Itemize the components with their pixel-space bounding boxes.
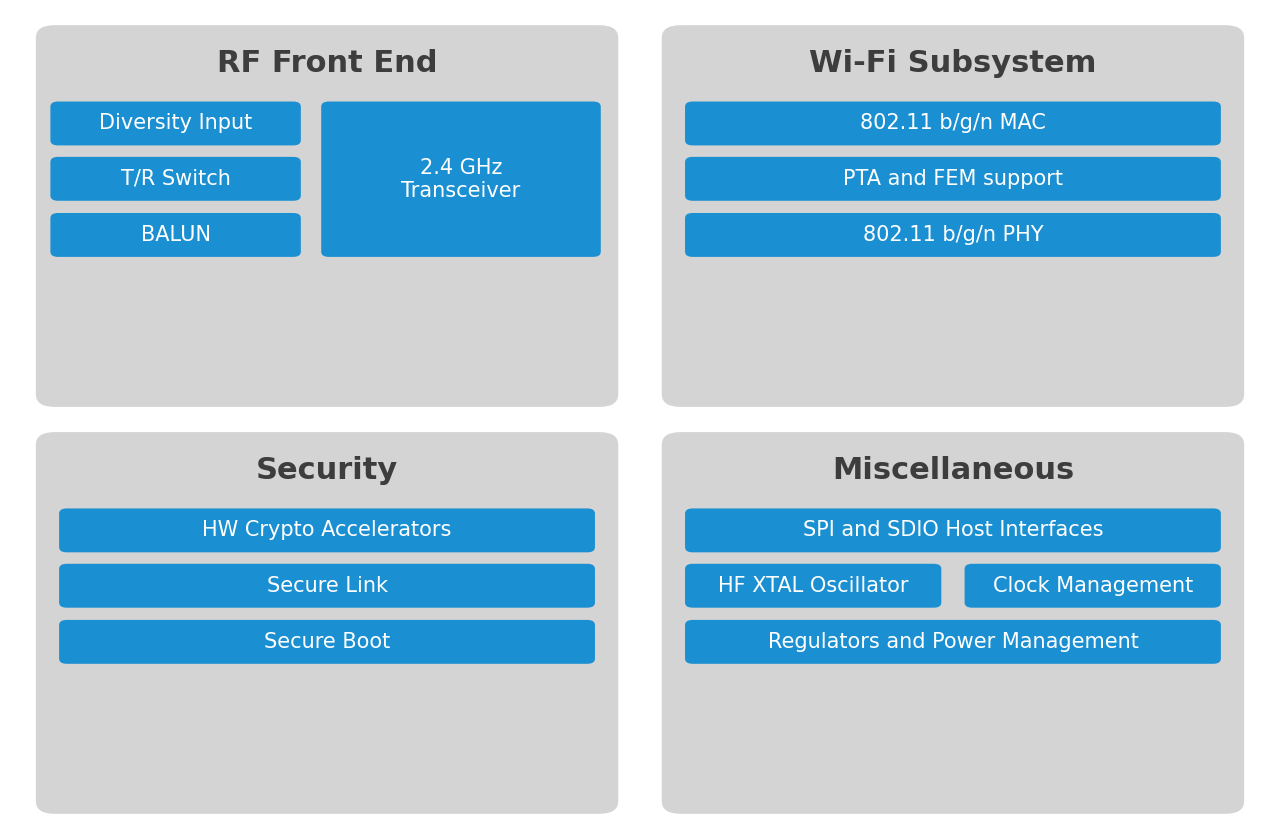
FancyBboxPatch shape (685, 508, 1221, 552)
FancyBboxPatch shape (50, 157, 301, 201)
Text: 802.11 b/g/n MAC: 802.11 b/g/n MAC (860, 113, 1046, 133)
Text: RF Front End: RF Front End (216, 49, 438, 78)
FancyBboxPatch shape (685, 564, 941, 607)
FancyBboxPatch shape (36, 432, 618, 814)
Text: HF XTAL Oscillator: HF XTAL Oscillator (718, 576, 909, 596)
Text: 2.4 GHz
Transceiver: 2.4 GHz Transceiver (402, 158, 521, 201)
FancyBboxPatch shape (59, 564, 595, 607)
FancyBboxPatch shape (662, 25, 1244, 407)
Text: SPI and SDIO Host Interfaces: SPI and SDIO Host Interfaces (803, 520, 1103, 540)
FancyBboxPatch shape (50, 213, 301, 257)
FancyBboxPatch shape (36, 25, 618, 407)
FancyBboxPatch shape (685, 620, 1221, 664)
FancyBboxPatch shape (685, 102, 1221, 145)
Text: Diversity Input: Diversity Input (99, 113, 252, 133)
Text: Security: Security (256, 456, 398, 485)
FancyBboxPatch shape (662, 432, 1244, 814)
FancyBboxPatch shape (59, 508, 595, 552)
Text: Wi-Fi Subsystem: Wi-Fi Subsystem (809, 49, 1097, 78)
Text: 802.11 b/g/n PHY: 802.11 b/g/n PHY (863, 225, 1043, 245)
Text: Miscellaneous: Miscellaneous (832, 456, 1074, 485)
FancyBboxPatch shape (50, 102, 301, 145)
FancyBboxPatch shape (321, 102, 600, 257)
Text: BALUN: BALUN (141, 225, 211, 245)
FancyBboxPatch shape (965, 564, 1221, 607)
Text: Secure Boot: Secure Boot (264, 632, 390, 652)
FancyBboxPatch shape (685, 213, 1221, 257)
Text: PTA and FEM support: PTA and FEM support (844, 169, 1062, 189)
Text: Clock Management: Clock Management (992, 576, 1193, 596)
Text: Secure Link: Secure Link (266, 576, 388, 596)
Text: T/R Switch: T/R Switch (120, 169, 230, 189)
FancyBboxPatch shape (59, 620, 595, 664)
Text: HW Crypto Accelerators: HW Crypto Accelerators (202, 520, 452, 540)
FancyBboxPatch shape (685, 157, 1221, 201)
Text: Regulators and Power Management: Regulators and Power Management (768, 632, 1138, 652)
